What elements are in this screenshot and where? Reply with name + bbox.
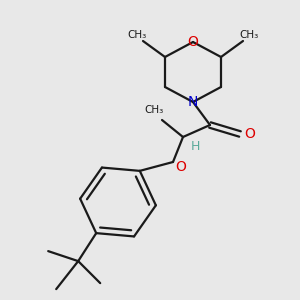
Text: CH₃: CH₃ [239,30,259,40]
Text: O: O [188,35,198,49]
Text: O: O [176,160,186,174]
Text: N: N [188,95,198,109]
Text: CH₃: CH₃ [144,105,164,115]
Text: CH₃: CH₃ [128,30,147,40]
Text: H: H [190,140,200,154]
Text: O: O [244,127,255,141]
